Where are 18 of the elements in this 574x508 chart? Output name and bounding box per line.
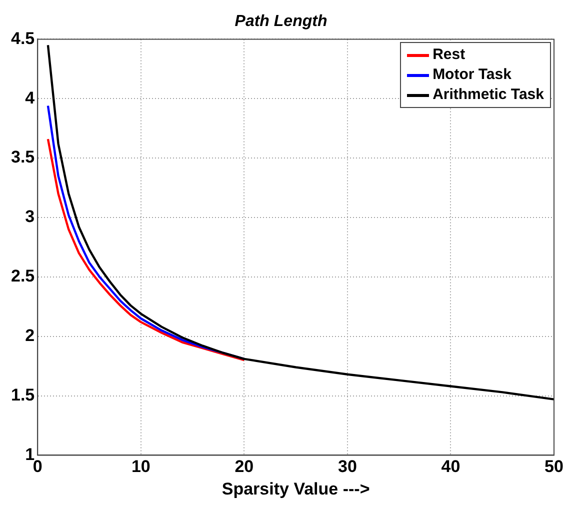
x-tick-label: 10 <box>131 457 150 476</box>
y-tick-label: 3.5 <box>10 148 35 167</box>
legend-label: Motor Task <box>432 65 512 86</box>
legend-label: Rest <box>432 45 466 66</box>
x-tick-label: 40 <box>441 457 460 476</box>
x-tick-label: 20 <box>234 457 254 476</box>
x-tick-label: 30 <box>338 457 357 476</box>
x-tick-label: 50 <box>544 457 564 476</box>
y-tick-label: 4.5 <box>10 28 35 48</box>
y-tick-label: 1.5 <box>10 385 35 404</box>
y-tick-label: 4 <box>25 88 36 108</box>
x-axis-title: Sparsity Value ---> <box>222 479 370 498</box>
y-tick-label: 2 <box>25 326 35 346</box>
y-tick-label: 3 <box>25 207 35 226</box>
y-tick-label: 2.5 <box>10 266 35 286</box>
legend-label: Arithmetic Task <box>432 85 544 106</box>
chart-title: Path Length <box>234 13 328 30</box>
y-tick-label: 1 <box>25 444 35 464</box>
